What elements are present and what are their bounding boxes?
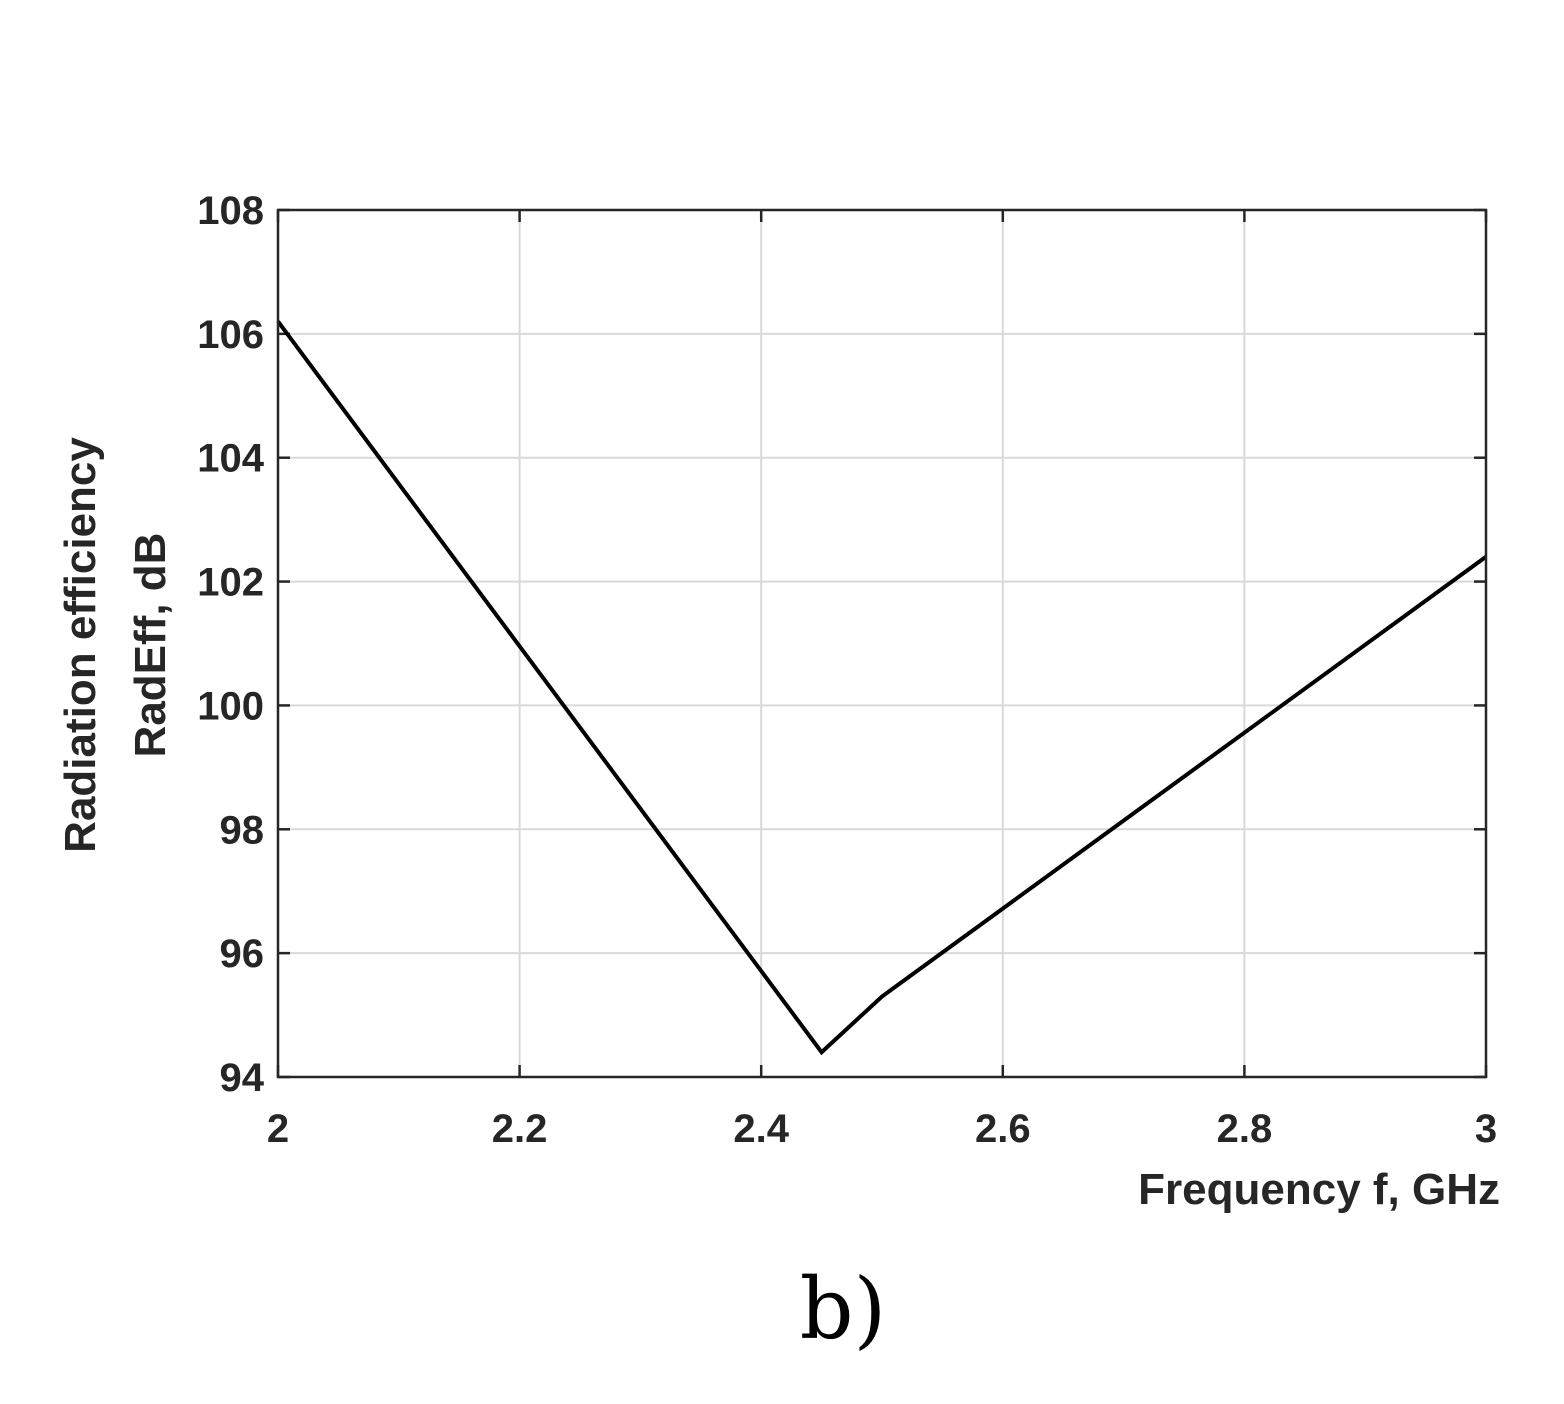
y-tick-labels: 94 96 98 100 102 104 106 108 (197, 189, 264, 1100)
tick-marks (276, 208, 1488, 1079)
x-axis-label: Frequency f, GHz (1138, 1165, 1500, 1214)
x-tick-label: 2.2 (492, 1107, 548, 1151)
plot-frame (276, 208, 1488, 1079)
y-axis-label-line-1: Radiation efficiency (56, 437, 105, 853)
series-line (276, 320, 1488, 1056)
y-tick-label: 100 (197, 684, 264, 728)
x-tick-label: 2 (267, 1107, 289, 1151)
x-tick-labels: 2 2.2 2.4 2.6 2.8 3 (267, 1107, 1497, 1151)
x-tick-label: 2.6 (975, 1107, 1031, 1151)
y-tick-label: 96 (220, 932, 265, 976)
x-tick-label: 2.8 (1217, 1107, 1273, 1151)
y-tick-label: 98 (220, 808, 265, 852)
grid-lines (278, 210, 1486, 1077)
y-tick-label: 108 (197, 189, 264, 233)
y-tick-label: 106 (197, 313, 264, 357)
y-axis-label-line-2: RadEff, dB (126, 533, 175, 758)
series-group (276, 320, 1488, 1056)
y-tick-label: 94 (220, 1056, 265, 1100)
figure-caption: b) (800, 1260, 887, 1358)
x-tick-label: 3 (1475, 1107, 1497, 1151)
y-tick-label: 104 (197, 437, 264, 481)
y-tick-label: 102 (197, 561, 264, 605)
x-tick-label: 2.4 (733, 1107, 789, 1151)
